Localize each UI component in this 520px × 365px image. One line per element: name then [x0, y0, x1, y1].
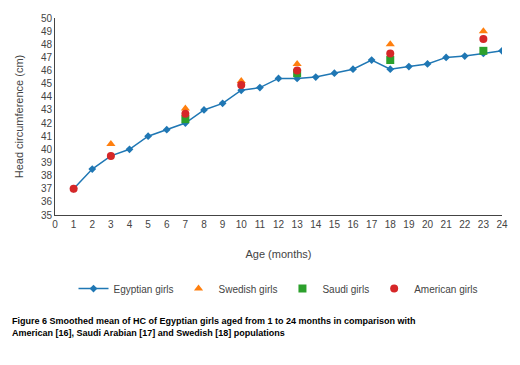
svg-text:12: 12 [273, 219, 285, 230]
svg-text:35: 35 [41, 210, 53, 221]
svg-text:46: 46 [41, 65, 53, 76]
svg-text:American girls: American girls [414, 284, 477, 295]
svg-text:19: 19 [403, 219, 415, 230]
svg-text:49: 49 [41, 26, 53, 37]
svg-text:Swedish girls: Swedish girls [219, 284, 278, 295]
svg-text:15: 15 [329, 219, 341, 230]
svg-text:38: 38 [41, 170, 53, 181]
svg-text:Saudi girls: Saudi girls [322, 284, 369, 295]
svg-text:37: 37 [41, 183, 53, 194]
svg-text:43: 43 [41, 104, 53, 115]
svg-text:13: 13 [292, 219, 304, 230]
svg-text:Age (months): Age (months) [245, 248, 311, 260]
svg-text:14: 14 [310, 219, 322, 230]
svg-text:16: 16 [347, 219, 359, 230]
svg-text:21: 21 [441, 219, 453, 230]
svg-text:1: 1 [71, 219, 77, 230]
svg-text:5: 5 [145, 219, 151, 230]
svg-text:20: 20 [422, 219, 434, 230]
svg-text:41: 41 [41, 131, 53, 142]
svg-text:42: 42 [41, 118, 53, 129]
svg-text:45: 45 [41, 78, 53, 89]
svg-text:24: 24 [496, 219, 508, 230]
svg-text:3: 3 [108, 219, 114, 230]
svg-text:40: 40 [41, 144, 53, 155]
svg-text:8: 8 [201, 219, 207, 230]
svg-text:44: 44 [41, 91, 53, 102]
svg-text:47: 47 [41, 52, 53, 63]
svg-text:0: 0 [52, 219, 58, 230]
svg-text:23: 23 [478, 219, 490, 230]
svg-text:18: 18 [385, 219, 397, 230]
svg-text:4: 4 [127, 219, 133, 230]
svg-text:9: 9 [220, 219, 226, 230]
svg-text:11: 11 [255, 219, 266, 230]
svg-text:17: 17 [366, 219, 378, 230]
svg-text:36: 36 [41, 196, 53, 207]
svg-text:50: 50 [41, 13, 53, 24]
svg-text:48: 48 [41, 39, 53, 50]
svg-text:6: 6 [164, 219, 170, 230]
svg-text:Figure 6 Smoothed mean of HC o: Figure 6 Smoothed mean of HC of Egyptian… [12, 316, 416, 338]
svg-text:Egyptian girls: Egyptian girls [114, 284, 174, 295]
svg-text:2: 2 [89, 219, 95, 230]
svg-text:7: 7 [183, 219, 189, 230]
svg-text:22: 22 [459, 219, 471, 230]
svg-text:39: 39 [41, 157, 53, 168]
svg-text:10: 10 [236, 219, 248, 230]
svg-text:Head circumference (cm): Head circumference (cm) [13, 55, 25, 178]
